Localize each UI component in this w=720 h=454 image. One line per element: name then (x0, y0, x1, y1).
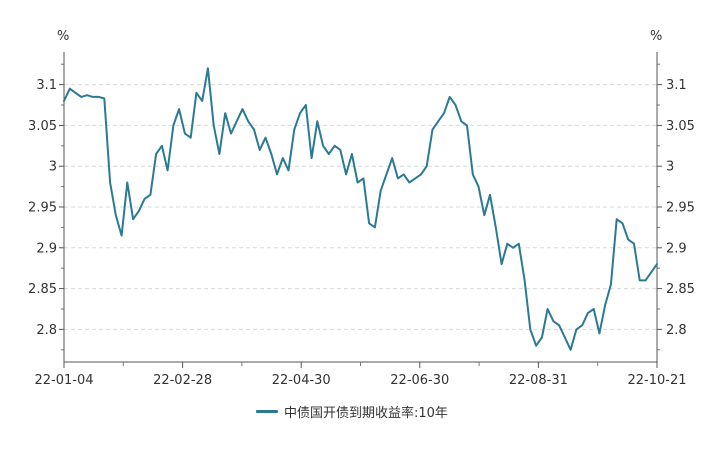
y-tick-label-left: 2.8 (36, 323, 57, 338)
legend-swatch (256, 409, 278, 413)
series-layer (63, 67, 658, 351)
x-tick-label: 22-08-31 (509, 373, 568, 388)
series-line (63, 67, 658, 351)
y-tick-label-left: 2.95 (28, 201, 57, 216)
y-tick-label-right: 2.8 (666, 323, 687, 338)
x-tick-label: 22-06-30 (390, 373, 449, 388)
y-unit-left: % (57, 29, 69, 44)
tick-labels: 2.8 2.8 2.85 2.85 2.9 2.9 2.95 2.95 3 3 3.05 3.05 3.… (28, 78, 695, 388)
y-tick-label-left: 3 (49, 160, 57, 175)
x-tick-label: 22-02-28 (153, 373, 212, 388)
x-tick-label: 22-10-21 (627, 373, 686, 388)
y-tick-label-left: 3.05 (28, 119, 57, 134)
y-tick-label-left: 3.1 (36, 78, 57, 93)
y-tick-label-left: 2.85 (28, 282, 57, 297)
gridlines (64, 84, 657, 330)
x-tick-label: 22-04-30 (272, 373, 331, 388)
y-tick-label-right: 2.9 (666, 241, 687, 256)
y-tick-label-right: 2.85 (666, 282, 695, 297)
y-tick-label-left: 2.9 (36, 241, 57, 256)
legend: 中债国开债到期收益率:10年 (256, 402, 448, 421)
y-tick-label-right: 2.95 (666, 201, 695, 216)
y-tick-label-right: 3.05 (666, 119, 695, 134)
y-tick-label-right: 3.1 (666, 78, 687, 93)
legend-label: 中债国开债到期收益率:10年 (284, 405, 448, 421)
y-unit-right: % (650, 29, 662, 44)
y-tick-label-right: 3 (666, 160, 674, 175)
x-tick-label: 22-01-04 (34, 373, 93, 388)
axes (59, 52, 662, 368)
